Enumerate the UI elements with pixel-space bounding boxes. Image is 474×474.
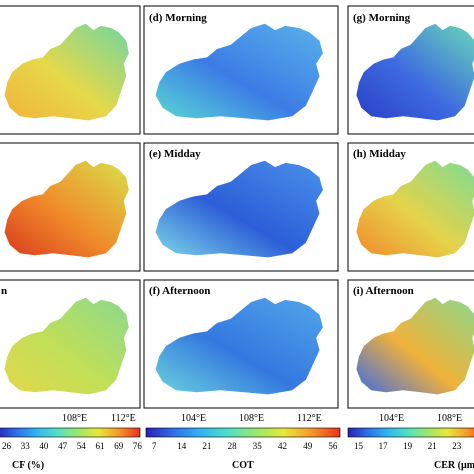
colorbar-tick-label: 19 [403,441,413,451]
map-region-b [4,160,129,258]
colorbar-tick-label: 42 [278,441,287,451]
lon-ticks-col1: 104°E 108°E 112°E [181,413,322,424]
map-region-e [155,160,323,258]
colorbar-tick-label: 23 [452,441,462,451]
colorbar-tick-label: 21 [202,441,211,451]
lon-ticks-col0: 108°E 112°E [62,413,136,424]
panel-a [0,5,141,135]
map-region-g [356,23,474,121]
colorbar-tick-label: 33 [21,441,31,451]
lon-ticks-col2: 104°E 108°E [379,413,462,424]
colorbar-cf: 26 33 40 47 54 61 69 76 CF (%) [0,427,142,471]
colorbar-tick-label: 40 [39,441,49,451]
tick-label: 104°E [379,413,404,424]
tick-label: 112°E [111,413,136,424]
colorbar-cer-title: CER (µm [434,460,474,471]
colorbar-cer: 15 17 19 21 23 CER (µm [347,427,474,471]
colorbar-tick-label: 7 [152,441,157,451]
colorbar-cot-ticks: 7 14 21 28 35 42 49 56 [152,441,338,451]
colorbar-tick-label: 17 [379,441,389,451]
colorbar-tick-label: 26 [2,441,12,451]
tick-label: 104°E [181,413,206,424]
panel-caption-f: (f) Afternoon [149,285,210,297]
map-region-a [4,23,129,121]
colorbar-cf-ticks: 26 33 40 47 54 61 69 76 [2,441,142,451]
panel-c: n [0,279,141,409]
map-region-d [155,23,323,121]
colorbar-tick-label: 35 [253,441,262,451]
map-region-i [356,297,474,395]
colorbar-cer-ticks: 15 17 19 21 23 [354,441,462,451]
colorbar-cot: 7 14 21 28 35 42 49 56 COT [145,427,341,471]
panel-h: (h) Midday [347,142,474,272]
panel-f: (f) Afternoon [143,279,339,409]
map-region-f [155,297,323,395]
colorbar-tick-label: 28 [228,441,238,451]
colorbar-tick-label: 56 [328,441,338,451]
panel-g: (g) Morning [347,5,474,135]
map-region-h [356,160,474,258]
colorbar-tick-label: 14 [177,441,187,451]
panel-caption-g: (g) Morning [353,12,411,24]
colorbar-tick-label: 76 [133,441,143,451]
tick-label: 108°E [62,413,87,424]
tick-label: 108°E [437,413,462,424]
colorbar-tick-label: 21 [428,441,437,451]
panel-caption-i: (i) Afternoon [353,285,414,297]
panel-caption-d: (d) Morning [149,12,207,24]
colorbar-tick-label: 69 [114,441,124,451]
colorbar-tick-label: 15 [354,441,364,451]
colorbar-tick-label: 47 [58,441,68,451]
colorbar-tick-label: 49 [303,441,313,451]
tick-label: 108°E [239,413,264,424]
colorbar-cot-title: COT [232,460,254,471]
panel-caption-h: (h) Midday [353,148,406,160]
colorbar-cf-title: CF (%) [12,460,44,471]
panel-i: (i) Afternoon [347,279,474,409]
colorbar-tick-label: 61 [96,441,105,451]
panel-d: (d) Morning [143,5,339,135]
map-region-c [4,297,129,395]
panel-caption-c: n [1,285,7,297]
tick-label: 112°E [297,413,322,424]
colorbar-tick-label: 54 [77,441,87,451]
panel-e: (e) Midday [143,142,339,272]
panel-b [0,142,141,272]
panel-caption-e: (e) Midday [149,148,201,160]
